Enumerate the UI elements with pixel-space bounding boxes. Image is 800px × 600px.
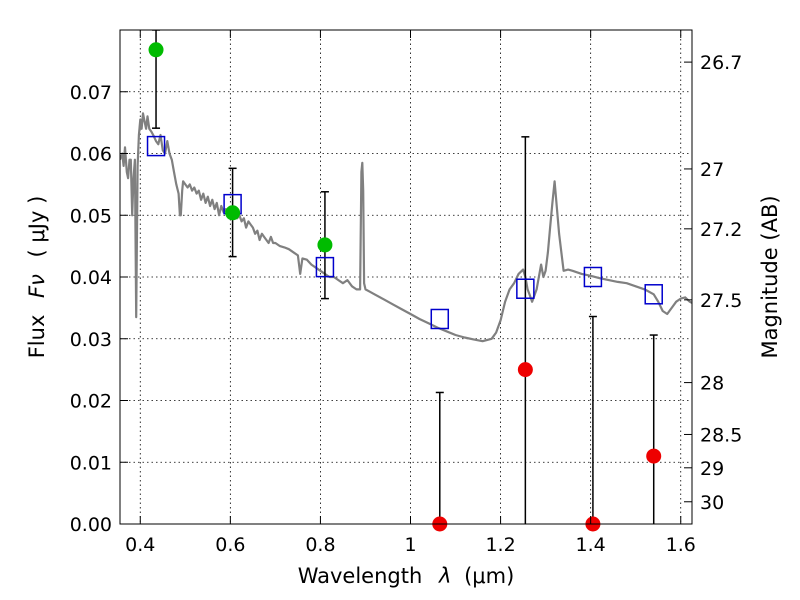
y-axis-label: Flux Fν ( μJy ) [25, 196, 49, 359]
y-tick-label-5: 0.05 [70, 205, 112, 227]
magnitude-tick-label-0: 26.7 [700, 52, 742, 74]
x-tick-label-6: 1.6 [666, 534, 696, 556]
model-band-square-2 [315, 256, 335, 278]
non-detection-point-1 [517, 362, 533, 378]
x-tick-label-0: 0.4 [125, 534, 155, 556]
magnitude-tick-label-7: 30 [700, 492, 724, 514]
model-band-square-3 [430, 308, 450, 330]
plot-content [120, 30, 692, 532]
model-band-square-5 [583, 266, 603, 288]
photometry-points [148, 42, 662, 532]
model-band-square-6 [644, 284, 663, 305]
y-tick-label-6: 0.06 [70, 144, 112, 166]
y-tick-label-2: 0.02 [70, 391, 112, 413]
detection-point-0 [148, 42, 164, 58]
magnitude-axis-label: Magnitude (AB) [758, 195, 782, 358]
model-band-square-0 [146, 135, 166, 157]
non-detection-point-3 [646, 448, 662, 464]
y-axis-label-symbol: Fν [25, 274, 49, 298]
y-axis-ticks: 0.00 0.01 0.02 0.03 0.04 0.05 0.06 0.07 [70, 82, 128, 536]
y-axis-label-unit: ( μJy ) [25, 196, 49, 258]
x-axis-ticks: 0.4 0.6 0.8 1 1.2 1.4 1.6 [125, 30, 696, 556]
x-tick-label-4: 1.2 [485, 534, 515, 556]
x-axis-label-unit: (μm) [464, 564, 514, 588]
y-tick-label-1: 0.01 [70, 452, 112, 474]
y-tick-label-3: 0.03 [70, 329, 112, 351]
x-tick-label-1: 0.6 [215, 534, 245, 556]
x-tick-label-5: 1.4 [576, 534, 606, 556]
magnitude-tick-label-1: 27 [700, 159, 724, 181]
magnitude-tick-label-2: 27.2 [700, 219, 742, 241]
y-tick-label-0: 0.00 [70, 514, 112, 536]
magnitude-tick-label-5: 28.5 [700, 424, 742, 446]
magnitude-axis-ticks: 26.7 27 27.2 27.5 28 28.5 29 30 [684, 52, 742, 514]
y-tick-label-7: 0.07 [70, 82, 112, 104]
y-axis-label-prefix: Flux [25, 315, 49, 359]
model-band-square-4 [516, 278, 535, 299]
y-tick-label-4: 0.04 [70, 267, 112, 289]
grid-lines [120, 30, 692, 524]
magnitude-tick-label-3: 27.5 [700, 290, 742, 312]
detection-point-1 [225, 205, 241, 221]
x-axis-label-symbol: λ [438, 564, 451, 588]
x-tick-label-3: 1 [404, 534, 416, 556]
detection-point-2 [317, 237, 333, 253]
x-tick-label-2: 0.8 [305, 534, 335, 556]
magnitude-tick-label-4: 28 [700, 373, 724, 395]
magnitude-tick-label-6: 29 [700, 458, 724, 480]
x-axis-label: Wavelength λ (μm) [298, 564, 515, 588]
x-axis-label-prefix: Wavelength [298, 564, 423, 588]
